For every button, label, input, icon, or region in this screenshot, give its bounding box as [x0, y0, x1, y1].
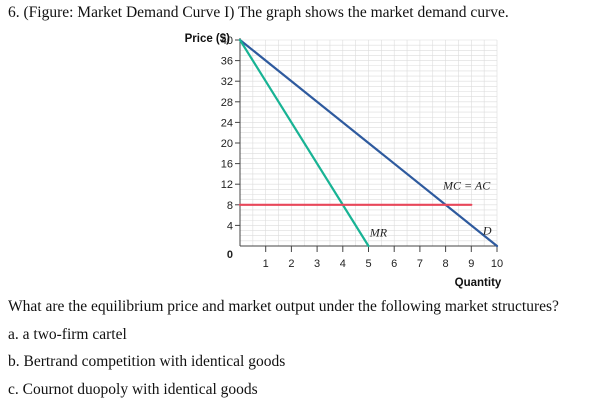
series-labels: D MR MC = AC [369, 178, 492, 239]
y-tick-label: 8 [227, 200, 233, 212]
y-axis-title: Price ($) [185, 33, 231, 45]
y-tick-label: 40 [221, 35, 233, 47]
series-lines [238, 38, 499, 248]
y-tick-label: 12 [221, 179, 233, 191]
question-part-a: a. a two-firm cartel [8, 326, 127, 343]
y-tick-label: 32 [221, 76, 233, 88]
x-tick-label: 5 [365, 258, 371, 270]
x-tick-label: 7 [417, 258, 423, 270]
question-title: 6. (Figure: Market Demand Curve I) The g… [8, 4, 509, 21]
y-tick-labels: 0 4 8 12 16 20 24 28 32 36 40 [221, 35, 233, 261]
grid [239, 39, 498, 247]
question-part-c: c. Cournot duopoly with identical goods [8, 381, 258, 398]
series-label: MC = AC [442, 178, 491, 192]
x-tick-label: 8 [443, 258, 449, 270]
series-label: D [482, 224, 492, 238]
axes [235, 38, 498, 252]
series-label: MR [369, 226, 388, 240]
y-tick-label: 36 [221, 56, 233, 68]
series-line-d [238, 38, 499, 248]
y-tick-label: 0 [227, 249, 233, 261]
x-tick-label: 9 [468, 258, 474, 270]
y-tick-label: 28 [221, 97, 233, 109]
x-tick-label: 1 [263, 258, 269, 270]
x-tick-label: 3 [314, 258, 320, 270]
x-tick-labels: 1 2 3 4 5 6 7 8 9 10 [263, 258, 503, 270]
y-tick-label: 24 [221, 117, 233, 129]
question-prompt: What are the equilibrium price and marke… [8, 298, 559, 315]
series-line-mr [238, 38, 370, 248]
question-part-b: b. Bertrand competition with identical g… [8, 353, 286, 370]
x-tick-label: 10 [491, 258, 503, 270]
x-tick-label: 6 [391, 258, 397, 270]
x-tick-label: 2 [288, 258, 294, 270]
x-tick-label: 4 [340, 258, 346, 270]
y-tick-label: 4 [227, 220, 233, 232]
x-axis-title: Quantity [455, 277, 502, 289]
y-tick-label: 20 [221, 138, 233, 150]
y-tick-label: 16 [221, 159, 233, 171]
